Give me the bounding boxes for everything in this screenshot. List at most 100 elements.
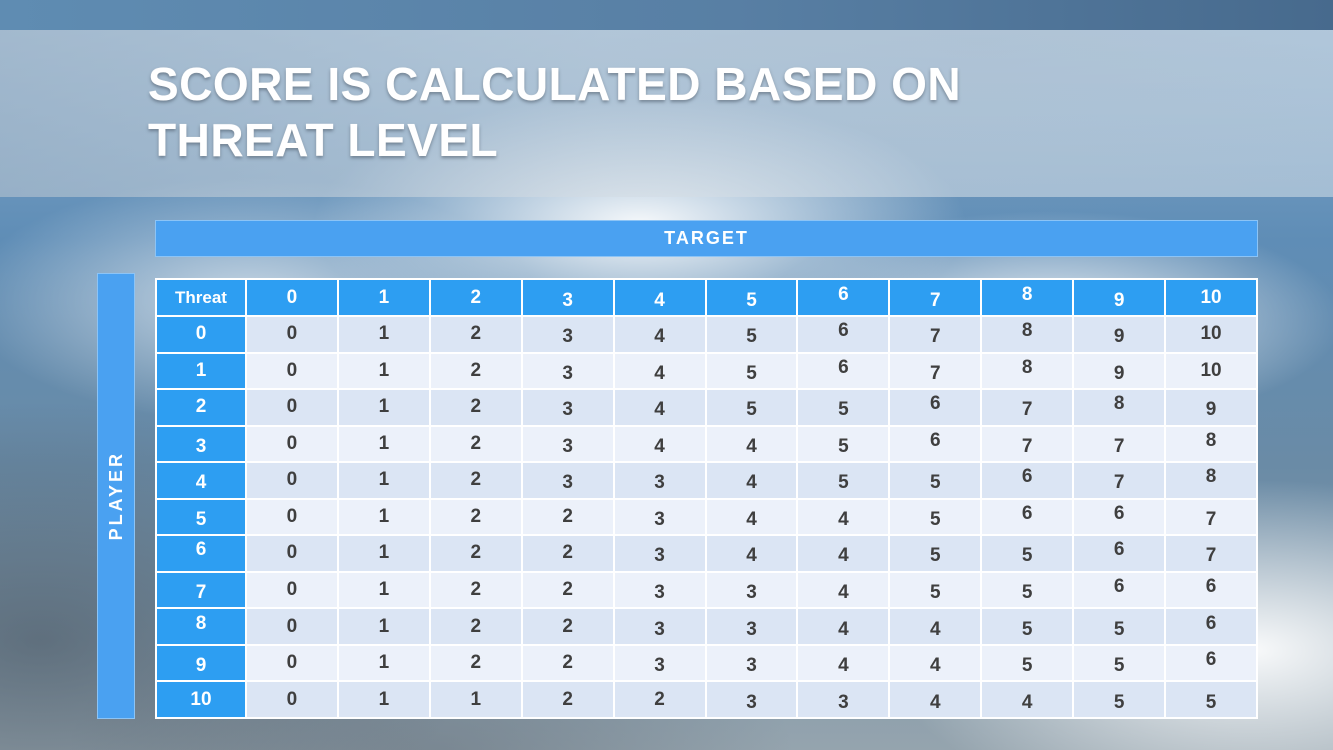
figure: 4 (746, 508, 757, 530)
column-header: 2 (428, 278, 523, 317)
figure: 4 (746, 435, 757, 457)
table-row: 0 0 1 2 3 4 5 6 7 8 9 10 (155, 315, 1258, 354)
score-cell: 0 (245, 643, 339, 683)
figure: 8 (195, 612, 207, 634)
figure: 3 (654, 472, 665, 494)
figure: 7 (195, 581, 207, 603)
figure: 7 (1113, 435, 1125, 457)
figure: 4 (838, 655, 849, 677)
column-header: 1 (336, 278, 431, 317)
figure: 5 (1021, 618, 1033, 640)
figure: 4 (930, 618, 941, 640)
figure: 6 (1205, 612, 1217, 634)
figure: 0 (286, 469, 298, 491)
figure: 2 (562, 652, 573, 674)
row-header: 5 (155, 497, 247, 537)
score-cell: 2 (428, 643, 523, 683)
figure: 2 (470, 469, 482, 491)
score-cell: 7 (1164, 497, 1258, 537)
figure: 8 (1021, 356, 1033, 378)
figure: 4 (838, 545, 849, 567)
score-cell: 1 (336, 570, 431, 610)
figure: 4 (930, 691, 941, 713)
figure: 3 (562, 399, 573, 421)
score-cell: 7 (888, 315, 983, 354)
score-cell: 1 (336, 424, 431, 464)
score-cell: 6 (1164, 570, 1258, 610)
figure: 4 (746, 472, 757, 494)
figure: 5 (1021, 581, 1033, 603)
score-cell: 4 (980, 680, 1075, 719)
score-cell: 1 (336, 315, 431, 354)
score-cell: 2 (428, 534, 523, 573)
figure: 8 (1205, 466, 1217, 488)
figure: 2 (470, 652, 482, 674)
figure: 1 (378, 469, 390, 491)
score-cell: 5 (796, 424, 891, 464)
figure: 5 (838, 435, 849, 457)
row-header: 8 (155, 607, 247, 646)
table-row: 10 0 1 1 2 2 3 3 4 4 5 5 (155, 680, 1258, 719)
table-row: 5 0 1 2 2 3 4 4 5 6 6 7 (155, 497, 1258, 537)
figure: 1 (378, 432, 390, 454)
row-header: 3 (155, 424, 247, 464)
score-cell: 2 (520, 643, 615, 683)
score-cell: 4 (612, 388, 707, 427)
score-cell: 0 (245, 680, 339, 719)
figure: 6 (195, 539, 207, 561)
table-row: 7 0 1 2 2 3 3 4 5 5 6 6 (155, 570, 1258, 610)
score-cell: 6 (1072, 534, 1167, 573)
score-cell: 2 (428, 424, 523, 464)
score-cell: 3 (612, 534, 707, 573)
score-cell: 8 (1164, 424, 1258, 464)
figure: 3 (654, 508, 665, 530)
score-cell: 1 (428, 680, 523, 719)
score-cell: 2 (428, 461, 523, 500)
score-cell: 5 (796, 461, 891, 500)
player-axis-label: PLAYER (105, 451, 126, 541)
table-row: 9 0 1 2 2 3 3 4 4 5 5 6 (155, 643, 1258, 683)
figure: 5 (1205, 691, 1217, 713)
row-header: 7 (155, 570, 247, 610)
figure: 7 (1205, 508, 1217, 530)
figure: 4 (654, 362, 665, 384)
column-header: 5 (704, 278, 799, 317)
figure: 1 (378, 615, 390, 637)
score-cell: 9 (1072, 351, 1167, 391)
score-cell: 7 (888, 351, 983, 391)
figure: 8 (1205, 429, 1217, 451)
score-cell: 4 (796, 570, 891, 610)
figure: 5 (1113, 618, 1125, 640)
figure: 3 (746, 655, 757, 677)
score-cell: 3 (612, 570, 707, 610)
slide-title: SCORE IS CALCULATED BASED ON THREAT LEVE… (148, 56, 1248, 168)
score-cell: 2 (520, 607, 615, 646)
column-header: 7 (888, 278, 983, 317)
figure: 5 (195, 508, 207, 530)
score-cell: 7 (980, 424, 1075, 464)
score-cell: 0 (245, 424, 339, 464)
row-header: 6 (155, 534, 247, 573)
figure: 6 (1113, 575, 1125, 597)
figure: 4 (195, 472, 207, 494)
score-cell: 3 (704, 570, 799, 610)
score-cell: 6 (888, 388, 983, 427)
table-body: 0 0 1 2 3 4 5 6 7 8 9 10 1 0 1 2 3 4 5 6 7 8 9 10 2 0 1 2 3 4 5 5 6 7 8 9 3 0… (155, 315, 1258, 719)
figure: 1 (378, 359, 390, 381)
row-header: 1 (155, 351, 247, 391)
figure: 3 (562, 435, 573, 457)
figure: 8 (1021, 320, 1033, 342)
figure: 7 (930, 289, 941, 311)
figure: 5 (746, 326, 757, 348)
column-header: 3 (520, 278, 615, 317)
top-accent-bar (0, 0, 1333, 30)
target-axis-banner: TARGET (155, 220, 1258, 257)
column-header: 6 (796, 278, 891, 317)
figure: 1 (378, 323, 390, 345)
column-header: 8 (980, 278, 1075, 317)
score-cell: 3 (520, 315, 615, 354)
figure: 5 (746, 362, 757, 384)
score-cell: 6 (1164, 607, 1258, 646)
score-cell: 5 (888, 534, 983, 573)
score-cell: 4 (704, 534, 799, 573)
